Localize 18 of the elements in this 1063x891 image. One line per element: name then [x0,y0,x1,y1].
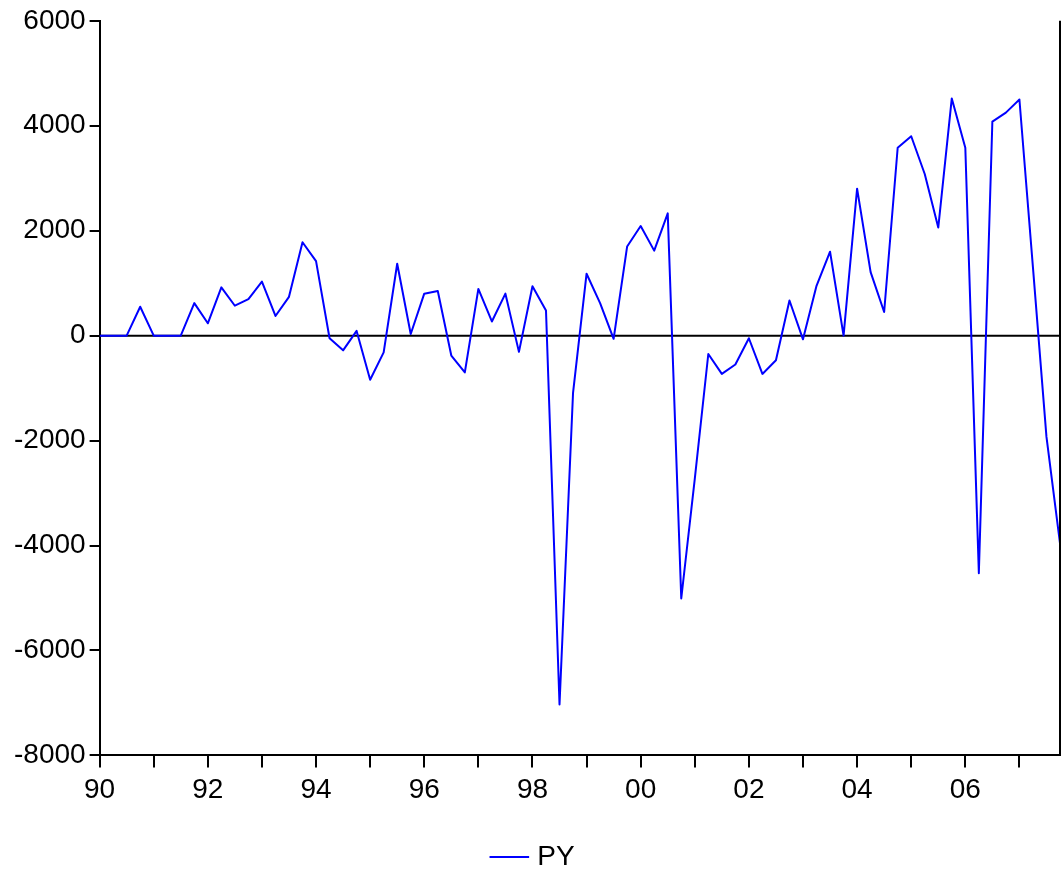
x-tick-label: 98 [516,772,549,804]
y-tick-label: -4000 [13,528,86,560]
x-tick-label: 92 [192,772,224,804]
x-tick-label: 06 [949,772,981,804]
x-tick-label: 96 [408,772,440,804]
y-tick-label: 4000 [23,108,86,140]
x-tick-label: 94 [300,772,332,804]
x-tick-label: 02 [733,772,765,804]
y-tick-label: 2000 [23,213,86,245]
y-tick-label: -6000 [13,633,86,665]
y-tick-label: -8000 [13,738,86,770]
y-tick-label: -2000 [13,423,86,455]
x-tick-label: 00 [625,772,657,804]
y-tick-label: 0 [70,318,86,350]
legend-label: PY [537,839,575,871]
x-tick-label: 04 [841,772,873,804]
x-tick-label: 90 [84,772,116,804]
y-tick-label: 6000 [23,3,86,35]
